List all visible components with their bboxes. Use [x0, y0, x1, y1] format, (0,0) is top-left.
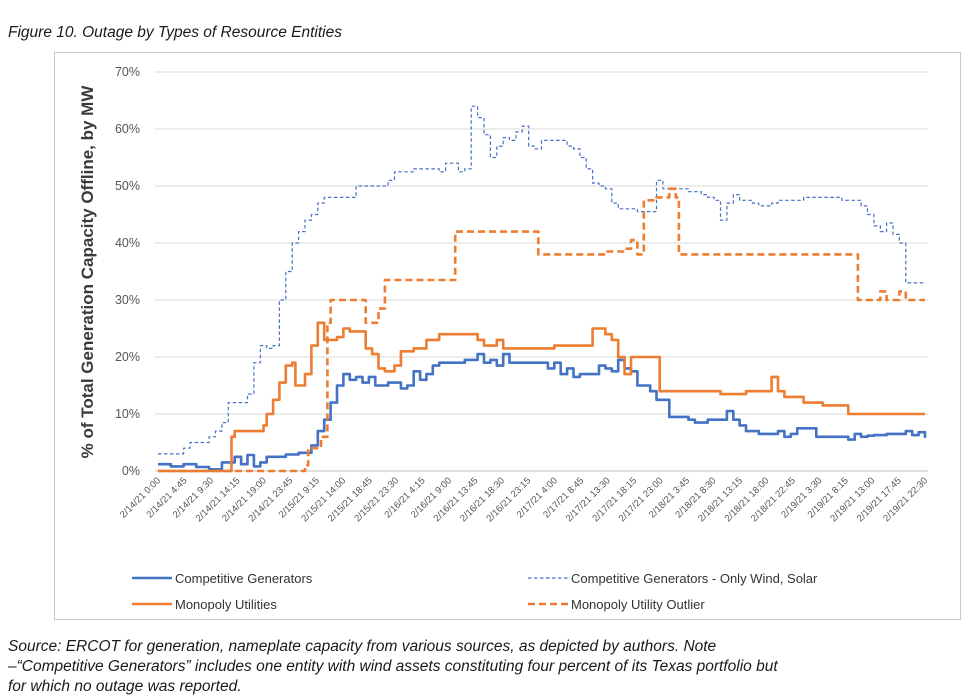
series-line-4: [158, 187, 925, 473]
gridlines: [155, 71, 928, 472]
legend-label: Monopoly Utility Outlier: [571, 597, 705, 612]
series-lines: [158, 105, 927, 473]
legend-label: Competitive Generators - Only Wind, Sola…: [571, 571, 818, 586]
y-axis-label: % of Total Generation Capacity Offline, …: [78, 85, 97, 459]
y-tick-label: 20%: [115, 350, 140, 364]
legend: Competitive Generators Competitive Genera…: [132, 571, 818, 612]
source-line-3: for which no outage was reported.: [8, 678, 242, 695]
legend-label: Monopoly Utilities: [175, 597, 277, 612]
y-tick-label: 10%: [115, 407, 140, 421]
series-line-3: [158, 321, 925, 473]
y-axis-tick-labels: 0% 10% 20% 30% 40% 50% 60% 70%: [115, 65, 140, 478]
y-tick-label: 0%: [122, 464, 140, 478]
series-line-2: [158, 105, 925, 455]
series-line-1: [158, 352, 927, 471]
figure-title: Figure 10. Outage by Types of Resource E…: [8, 24, 342, 41]
source-line-1: Source: ERCOT for generation, nameplate …: [8, 638, 717, 655]
y-tick-label: 40%: [115, 236, 140, 250]
source-note: Source: ERCOT for generation, nameplate …: [8, 637, 966, 697]
chart-frame: [54, 52, 961, 620]
x-axis-tick-labels: 2/14/21 0:002/14/21 4:452/14/21 9:302/14…: [118, 475, 930, 524]
y-tick-label: 30%: [115, 293, 140, 307]
legend-label: Competitive Generators: [175, 571, 313, 586]
source-line-2: –“Competitive Generators” includes one e…: [8, 658, 778, 675]
y-tick-label: 50%: [115, 179, 140, 193]
y-tick-label: 60%: [115, 122, 140, 136]
y-tick-label: 70%: [115, 65, 140, 79]
